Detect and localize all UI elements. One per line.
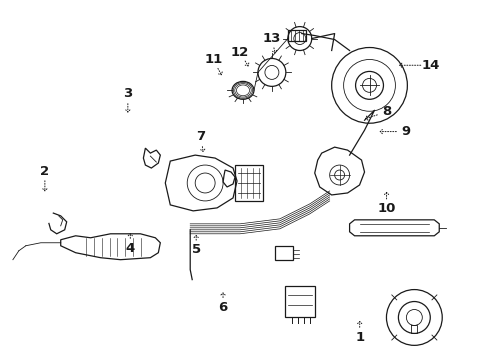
- Text: 6: 6: [219, 301, 228, 314]
- Text: 14: 14: [421, 59, 440, 72]
- Text: 3: 3: [123, 87, 132, 100]
- Text: 1: 1: [355, 330, 364, 343]
- Text: 2: 2: [40, 165, 49, 177]
- Text: 10: 10: [377, 202, 396, 215]
- Text: 9: 9: [401, 125, 411, 138]
- Text: 13: 13: [263, 32, 281, 45]
- Text: 11: 11: [204, 53, 222, 66]
- Text: 8: 8: [382, 105, 391, 118]
- Text: 4: 4: [125, 242, 135, 255]
- Text: 7: 7: [196, 130, 206, 144]
- Text: 12: 12: [231, 46, 249, 59]
- Text: 5: 5: [192, 243, 201, 256]
